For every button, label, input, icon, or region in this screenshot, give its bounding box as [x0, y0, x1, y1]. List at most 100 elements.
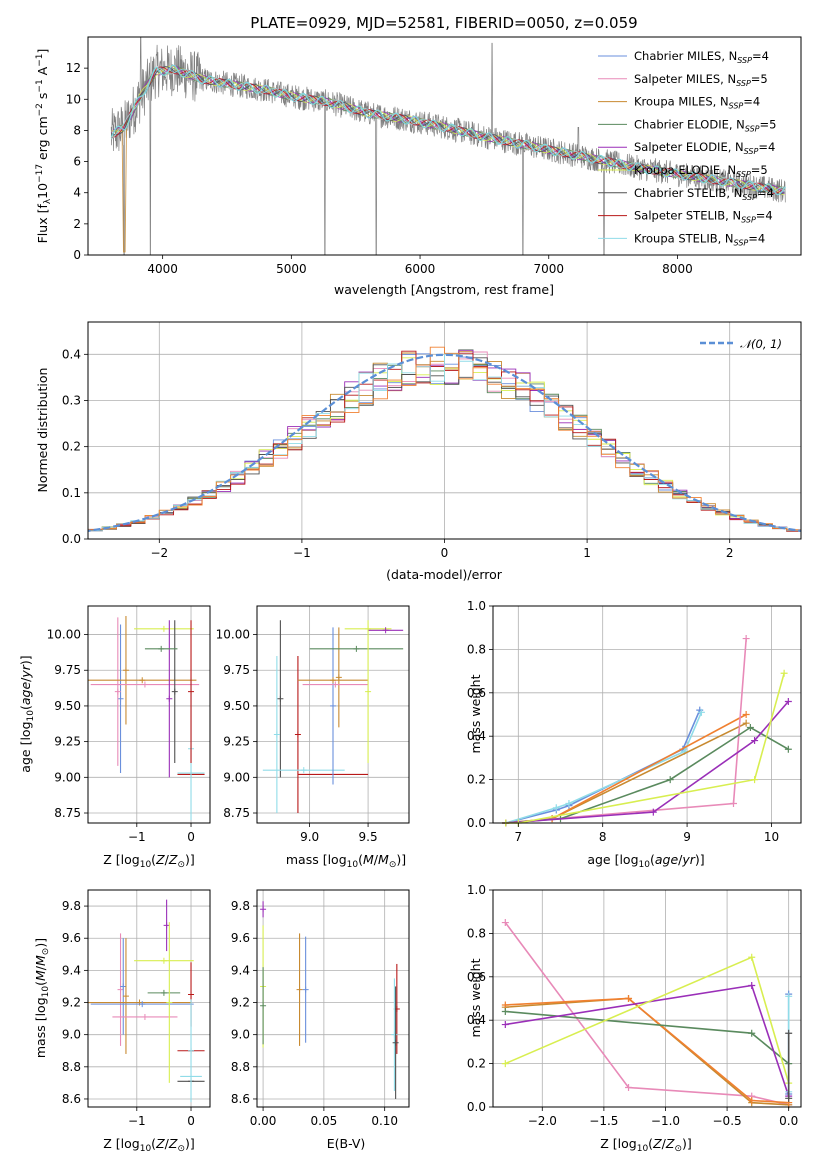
mass-vs-ebv-ytick-label: 9.6	[231, 931, 250, 945]
age-vs-z-xlabel: Z [log10(Z/Z⊙)]	[103, 852, 195, 870]
data-point	[160, 625, 167, 632]
mass-weight-marker	[785, 1094, 793, 1102]
mass-vs-ebv-ytick-label: 9.2	[231, 996, 250, 1010]
mass-weight-vs-age-ytick-label: 0.2	[467, 773, 486, 787]
mass-weight-vs-age-xtick-label: 10	[764, 830, 779, 844]
mass-weight-vs-age-ytick-label: 1.0	[467, 599, 486, 613]
age-vs-mass-xlabel: mass [log10(M/M⊙)]	[286, 852, 406, 870]
mass-vs-ebv-xtick-label: 0.05	[311, 1114, 338, 1128]
spectrum-ytick-label: 8	[73, 123, 81, 137]
age-vs-mass-ytick-label: 9.00	[223, 770, 250, 784]
mass-weight-vs-z-ytick-label: 0.8	[467, 926, 486, 940]
data-point	[160, 957, 167, 964]
mass-vs-ebv-ytick-label: 9.4	[231, 963, 250, 977]
mass-weight-marker	[785, 1029, 793, 1037]
data-point	[163, 922, 170, 929]
mass-vs-z-ylabel: mass [log10(M/M⊙)]	[33, 938, 51, 1058]
mass-weight-marker	[746, 724, 754, 732]
mass-vs-z-ytick-label: 8.8	[62, 1060, 81, 1074]
residual-legend: 𝒩(0, 1)	[700, 337, 782, 351]
mass-weight-vs-age-ytick-label: 0.0	[467, 816, 486, 830]
mass-weight-marker	[784, 745, 792, 753]
mass-vs-z-ytick-label: 9.6	[62, 931, 81, 945]
spectrum-ylabel: Flux [fλ10−17 erg cm−2 s−1 A−1]	[35, 49, 53, 244]
mass-vs-ebv-xtick-label: 0.00	[250, 1114, 277, 1128]
data-point	[166, 695, 173, 702]
mass-weight-marker	[552, 804, 560, 812]
mass-weight-vs-age-ytick-label: 0.8	[467, 642, 486, 656]
mass-weight-vs-z-xtick-label: −1.5	[589, 1114, 618, 1128]
mass-vs-ebv-axes: 0.00 0.05 0.10 8.6 8.8 9.0 9.2 9.4 9.6 9.8	[231, 889, 410, 1128]
data-point	[171, 688, 178, 695]
data-point	[160, 989, 167, 996]
mass-weight-vs-age-ytick-label: 0.6	[467, 686, 486, 700]
mass-weight-marker	[784, 697, 792, 705]
mass-vs-z-ytick-label: 9.2	[62, 996, 81, 1010]
residual-axes: −2 −1 0 1 2 0.0 0.1 0.2 0.3 0.4	[62, 321, 802, 560]
mass-weight-marker	[751, 776, 759, 784]
spectrum-ytick-label: 4	[73, 186, 81, 200]
age-vs-z-panel: −1 0 8.75 9.00 9.25 9.50 9.75 10.00 Z [log10(Z/…	[18, 605, 211, 870]
age-vs-mass-ytick-label: 9.50	[223, 699, 250, 713]
spectrum-ytick-label: 12	[66, 61, 81, 75]
mass-vs-ebv-xtick-label: 0.10	[371, 1114, 398, 1128]
legend-label: Salpeter ELODIE, NSSP=4	[634, 140, 775, 156]
residual-ylabel: Normed distribution	[35, 368, 50, 493]
data-point	[302, 986, 309, 993]
mass-weight-marker	[742, 719, 750, 727]
age-vs-z-ytick-label: 9.50	[54, 699, 81, 713]
mass-weight-line	[505, 713, 747, 824]
residual-ytick-label: 0.0	[62, 532, 81, 546]
mass-weight-marker	[666, 776, 674, 784]
legend-normal-label: 𝒩(0, 1)	[740, 337, 782, 351]
data-point	[382, 627, 389, 634]
mass-vs-z-xtick-label: 0	[187, 1114, 195, 1128]
age-vs-z-ytick-label: 8.75	[54, 806, 81, 820]
mass-weight-vs-age-grid	[493, 605, 801, 824]
data-point	[296, 986, 303, 993]
age-vs-z-ytick-label: 9.25	[54, 735, 81, 749]
mass-weight-marker	[501, 1021, 509, 1029]
mass-weight-line	[505, 722, 747, 824]
data-point	[330, 702, 336, 709]
legend-label: Salpeter STELIB, NSSP=4	[634, 209, 773, 225]
spectrum-curves	[110, 37, 786, 255]
mass-vs-ebv-ytick-label: 8.6	[231, 1092, 250, 1106]
data-point	[120, 983, 127, 990]
spectrum-ytick-label: 0	[73, 248, 81, 262]
mass-vs-ebv-ytick-label: 9.0	[231, 1028, 250, 1042]
mass-weight-vs-z-panel: −2.0 −1.5 −1.0 −0.5 0.0 0.0 0.2 0.4 0.6 0.8 1.0 Z …	[467, 883, 802, 1154]
mass-weight-vs-z-ytick-label: 0.0	[467, 1100, 486, 1114]
spectrum-title: PLATE=0929, MJD=52581, FIBERID=0050, z=0…	[250, 14, 637, 32]
age-vs-z-xtick-label: −1	[128, 830, 146, 844]
data-point	[117, 986, 124, 993]
mass-weight-vs-z-xtick-label: 0.0	[779, 1114, 798, 1128]
residual-xtick-label: 2	[726, 546, 734, 560]
age-vs-mass-ytick-label: 10.00	[216, 628, 250, 642]
data-point	[300, 767, 307, 774]
mass-weight-marker	[501, 1060, 509, 1068]
mass-weight-vs-z-xtick-label: −2.0	[528, 1114, 557, 1128]
residual-ytick-label: 0.4	[62, 347, 81, 361]
mass-weight-vs-z-ytick-label: 0.4	[467, 1013, 486, 1027]
mass-weight-vs-age-xtick-label: 7	[514, 830, 522, 844]
model-spectrum	[110, 66, 785, 193]
mass-weight-vs-age-axes: 7 8 9 10 0.0 0.2 0.4 0.6 0.8 1.0	[467, 599, 802, 844]
mass-weight-vs-z-xtick-label: −1.0	[651, 1114, 680, 1128]
residual-xtick-label: 1	[583, 546, 591, 560]
mass-vs-z-xlabel: Z [log10(Z/Z⊙)]	[103, 1136, 195, 1154]
spectrum-ytick-label: 10	[66, 92, 81, 106]
data-point	[114, 688, 121, 695]
spectrum-ytick-label: 2	[73, 217, 81, 231]
mass-weight-marker	[697, 708, 705, 716]
mass-weight-marker	[625, 995, 633, 1002]
mass-vs-z-grid	[88, 890, 210, 1107]
spectrum-xtick-label: 5000	[276, 262, 307, 276]
residual-ytick-label: 0.2	[62, 440, 81, 454]
mass-weight-marker	[780, 669, 788, 677]
mass-vs-ebv-grid	[257, 890, 409, 1107]
mass-weight-vs-age-ylabel: mass weight	[468, 674, 483, 753]
data-point	[139, 677, 146, 684]
age-vs-z-ytick-label: 9.00	[54, 770, 81, 784]
legend-label: Kroupa ELODIE, NSSP=5	[634, 163, 768, 179]
